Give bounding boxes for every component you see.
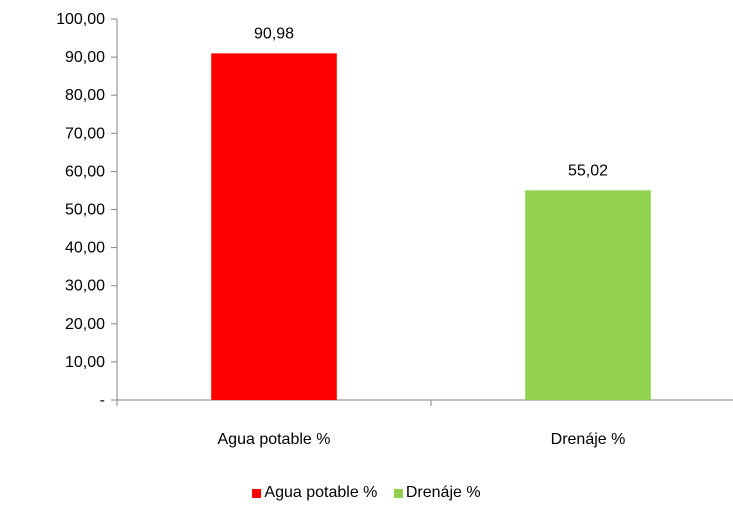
y-axis: - 10,00 20,00 30,00 40,00 50,00 60,00 70,00 80,0… (56, 11, 118, 409)
bar-chart: - 10,00 20,00 30,00 40,00 50,00 60,00 70,00 80,0… (56, 11, 733, 448)
legend-item-drenaje: Drenáje % (393, 484, 481, 502)
y-tick-label: 60,00 (65, 163, 105, 180)
legend: Agua potable % Drenáje % (0, 484, 733, 503)
legend-label-agua-potable: Agua potable % (264, 484, 378, 501)
y-tick-label: 50,00 (65, 202, 105, 219)
data-label: 90,98 (254, 25, 294, 42)
legend-swatch-green (393, 488, 403, 498)
y-tick-label: 80,00 (65, 87, 105, 104)
y-tick-label: 70,00 (65, 125, 105, 142)
legend-swatch-red (252, 488, 262, 498)
x-axis: Agua potable % Drenáje % (111, 399, 733, 448)
y-tick-label: 100,00 (56, 11, 105, 28)
bars (211, 53, 651, 400)
y-tick-label: 30,00 (65, 278, 105, 295)
y-tick-label: 10,00 (65, 354, 105, 371)
y-tick-label: 20,00 (65, 316, 105, 333)
y-tick-label: 90,00 (65, 49, 105, 66)
data-labels: 90,98 55,02 (254, 25, 608, 179)
bar-1 (211, 53, 337, 400)
y-tick-label: 40,00 (65, 240, 105, 257)
bar-2 (525, 190, 651, 400)
legend-label-drenaje: Drenáje % (405, 484, 481, 501)
x-category-label: Agua potable % (218, 431, 331, 448)
data-label: 55,02 (568, 162, 608, 179)
x-category-label: Drenáje % (551, 431, 626, 448)
legend-item-agua-potable: Agua potable % (252, 484, 377, 502)
y-tick-label: - (100, 392, 105, 409)
